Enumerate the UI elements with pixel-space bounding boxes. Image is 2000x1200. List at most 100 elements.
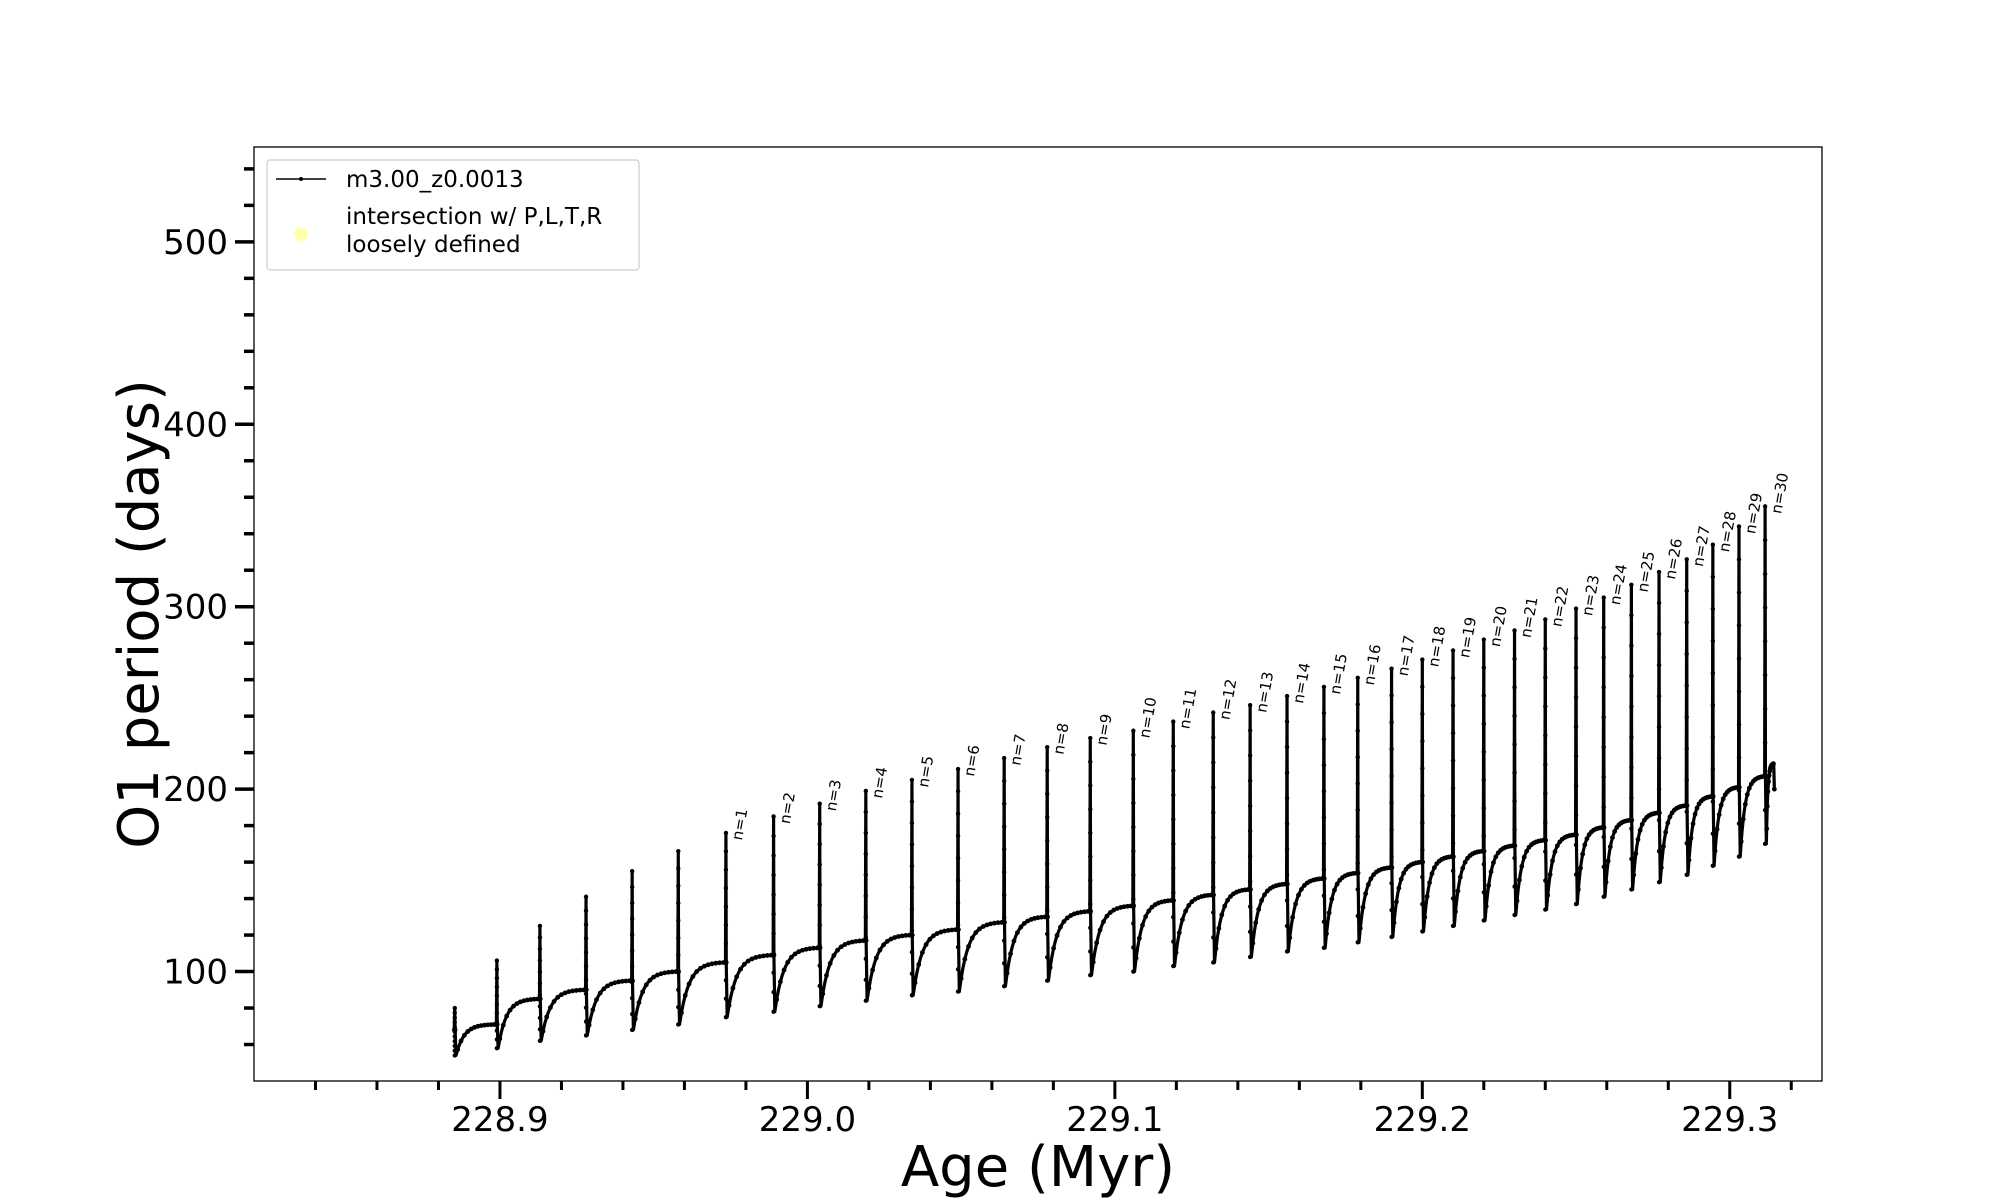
series-point — [651, 974, 657, 980]
series-point — [694, 969, 700, 974]
series-point — [1001, 961, 1007, 966]
series-point — [1296, 892, 1301, 898]
series-point — [1247, 728, 1253, 733]
series-point — [842, 942, 848, 947]
series-point — [1512, 912, 1517, 918]
series-point — [1601, 625, 1606, 630]
series-point — [1633, 851, 1639, 857]
pulse-label: n=9 — [1092, 712, 1115, 746]
series-point — [1543, 820, 1548, 825]
series-point — [949, 927, 955, 933]
series-point — [1001, 938, 1007, 943]
series-point — [1171, 719, 1176, 724]
series-point — [1171, 792, 1176, 798]
series-point — [1389, 693, 1394, 698]
series-point — [1543, 878, 1548, 883]
series-point — [1629, 765, 1634, 770]
series-point — [452, 1039, 457, 1044]
series-point — [537, 923, 543, 929]
series-point — [1219, 912, 1225, 918]
series-point — [1612, 829, 1618, 834]
series-point — [1389, 865, 1395, 870]
series-point — [757, 954, 763, 959]
series-point — [629, 964, 635, 969]
series-point — [1171, 817, 1176, 822]
series-point — [562, 990, 568, 996]
series-point — [771, 853, 776, 858]
series-point — [771, 833, 776, 839]
series-point — [1334, 881, 1340, 887]
series-point — [1656, 724, 1662, 730]
series-point — [1211, 892, 1216, 898]
series-point — [1573, 606, 1579, 611]
series-point — [494, 1037, 500, 1042]
series-point — [1321, 789, 1327, 794]
series-point — [938, 929, 944, 935]
series-point — [1573, 842, 1579, 848]
series-point — [1462, 859, 1468, 865]
series-point — [1736, 590, 1742, 595]
series-point — [903, 933, 909, 938]
series-point — [1090, 959, 1096, 965]
series-point — [1573, 754, 1579, 759]
series-point — [1045, 914, 1050, 920]
series-point — [1573, 832, 1579, 838]
series-point — [583, 950, 589, 955]
series-point — [629, 948, 635, 953]
series-point — [1250, 940, 1256, 946]
series-point — [1420, 820, 1425, 825]
series-point — [1481, 862, 1487, 867]
series-point — [1140, 922, 1145, 928]
series-point — [452, 1005, 457, 1011]
pulse-label: n=6 — [960, 743, 983, 777]
series-point — [1656, 786, 1662, 792]
series-point — [616, 979, 622, 985]
series-point — [1424, 894, 1430, 899]
series-point — [1762, 672, 1768, 678]
series-point — [1247, 753, 1253, 758]
series-point — [1368, 876, 1374, 882]
series-point — [909, 842, 915, 847]
series-point — [1601, 715, 1606, 720]
series-point — [1104, 913, 1110, 919]
series-point — [676, 866, 681, 871]
series-point — [1488, 869, 1494, 875]
series-point — [1543, 849, 1548, 854]
series-point — [955, 989, 961, 994]
series-point — [1684, 651, 1689, 657]
series-point — [1431, 865, 1437, 871]
series-point — [555, 994, 561, 1000]
series-point — [1684, 588, 1689, 594]
series-point — [1389, 746, 1394, 752]
series-point — [662, 970, 668, 976]
series-point — [1710, 703, 1716, 708]
series-point — [583, 963, 589, 969]
series-point — [955, 878, 961, 883]
series-point — [771, 814, 776, 819]
series-point — [583, 908, 589, 913]
series-point — [1766, 779, 1771, 785]
series-point — [1054, 933, 1060, 938]
series-point — [863, 851, 869, 857]
series-point — [1171, 841, 1176, 847]
series-point — [1460, 865, 1466, 871]
series-point — [1183, 908, 1189, 914]
series-point — [863, 914, 869, 920]
series-point — [1211, 885, 1216, 890]
series-point — [1211, 710, 1216, 715]
series-point — [955, 766, 961, 772]
series-point — [1573, 813, 1579, 818]
legend-intersection-marker — [294, 227, 308, 241]
series-point — [916, 962, 922, 967]
series-point — [1355, 675, 1360, 681]
series-point — [1396, 885, 1402, 891]
series-point — [1610, 835, 1615, 840]
series-point — [771, 1009, 776, 1014]
series-point — [1455, 888, 1461, 894]
series-point — [1332, 887, 1337, 893]
legend-box — [266, 159, 640, 271]
series-point — [723, 1014, 729, 1020]
series-point — [1131, 752, 1136, 758]
series-point — [583, 894, 589, 899]
series-point — [1355, 834, 1360, 839]
